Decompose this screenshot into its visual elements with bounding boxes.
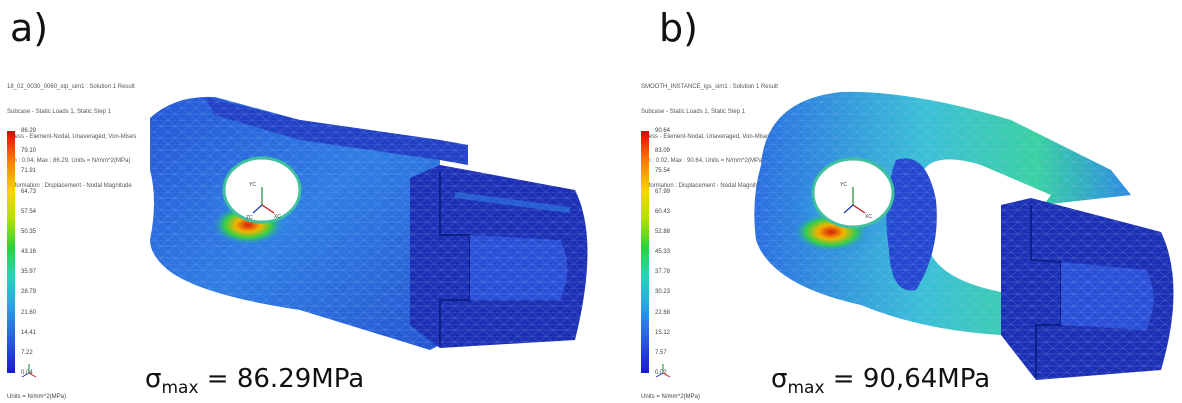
header-line: SMOOTH_INSTANCE_igs_sim1 : Solution 1 Re…	[641, 84, 778, 91]
legend-tick-label: 71.91	[21, 168, 37, 175]
legend-tick-label: 28.79	[21, 289, 37, 296]
header-line: Stress - Element-Nodal, Unaveraged, Von-…	[641, 133, 771, 140]
legend-tick-label: 14.41	[21, 329, 37, 336]
legend-tick-label: 0.04	[21, 370, 33, 376]
color-legend: 90.64 83.09 75.54 67.99 60.43 52.88 45.33 37.78…	[641, 128, 701, 400]
legend-tick-label: 90.64	[655, 128, 671, 134]
legend-tick-label: 60.43	[655, 208, 671, 215]
header-line: Deformation : Displacement - Nodal Magni…	[7, 182, 132, 189]
legend-tick-label: 79.10	[21, 148, 37, 155]
legend-tick-label: 67.99	[655, 188, 671, 195]
header-line: Deformation : Displacement - Nodal Magni…	[641, 182, 766, 189]
axis-label: YC	[840, 182, 847, 188]
sigma-symbol: σ	[771, 364, 788, 394]
axis-label: XC	[274, 214, 281, 220]
sigma-value: = 90,64MPa	[824, 364, 991, 394]
legend-tick-label: 83.09	[655, 148, 671, 155]
legend-units: Units = N/mm^2(MPa)	[641, 394, 700, 400]
color-legend: 86.29 79.10 71.91 64.73 57.54 50.35 43.16 35.97…	[7, 128, 67, 400]
legend-tick-label: 52.88	[655, 228, 671, 235]
axis-label: YC	[249, 182, 256, 188]
legend-colorbar	[7, 131, 15, 373]
legend-tick-label: 35.97	[21, 269, 37, 276]
legend-tick-label: 45.33	[655, 249, 671, 255]
legend-tick-label: 75.54	[655, 168, 671, 175]
small-triad-icon	[655, 364, 671, 378]
legend-tick-label: 15.12	[655, 329, 671, 336]
legend-units: Units = N/mm^2(MPa)	[7, 394, 66, 400]
legend-tick-label: 50.35	[21, 228, 37, 235]
header-line: Subcase - Static Loads 1, Static Step 1	[641, 109, 746, 116]
panel-label: b)	[659, 6, 698, 50]
legend-colorbar	[641, 131, 649, 373]
panel-a: a) 18_02_0030_0060_stp_sim1 : Solution 1…	[7, 6, 588, 400]
legend-tick-label: 43.16	[21, 249, 37, 255]
sigma-value: = 86.29MPa	[198, 364, 365, 394]
legend-tick-label: 22.68	[655, 309, 671, 316]
legend-tick-label: 30.23	[655, 289, 671, 296]
fea-model-b: YC XC	[754, 91, 1174, 380]
legend-tick-label: 7.22	[21, 349, 33, 356]
legend-tick-label: 21.60	[21, 309, 37, 316]
coordinate-triad: YC XC	[840, 182, 872, 220]
sigma-max-label: σmax = 90,64MPa	[771, 364, 990, 398]
legend-tick-label: 64.73	[21, 188, 37, 195]
small-triad-icon	[21, 364, 37, 378]
axis-label: ZC	[246, 215, 253, 221]
result-header: 18_02_0030_0060_stp_sim1 : Solution 1 Re…	[7, 67, 136, 206]
sigma-subscript: max	[161, 378, 199, 399]
legend-tick-label: 86.29	[21, 128, 37, 134]
legend-tick-label: 37.78	[655, 269, 671, 276]
legend-tick-label: 57.54	[21, 208, 37, 215]
coordinate-triad: YC XC ZC	[246, 182, 281, 221]
legend-tick-label: 0.02	[655, 370, 667, 376]
header-line: Stress - Element-Nodal, Unaveraged, Von-…	[7, 133, 137, 140]
header-line: Subcase - Static Loads 1, Static Step 1	[7, 109, 112, 116]
sigma-symbol: σ	[145, 364, 162, 394]
header-line: 18_02_0030_0060_stp_sim1 : Solution 1 Re…	[7, 84, 135, 91]
legend-tick-label: 7.57	[655, 349, 667, 356]
panel-label: a)	[10, 6, 49, 50]
sigma-max-label: σmax = 86.29MPa	[145, 364, 364, 398]
sigma-subscript: max	[787, 378, 825, 399]
axis-label: XC	[865, 214, 872, 220]
fea-model-a: YC XC ZC	[150, 96, 588, 350]
panel-b: b) SMOOTH_INSTANCE_igs_sim1 : Solution 1…	[591, 0, 1182, 403]
